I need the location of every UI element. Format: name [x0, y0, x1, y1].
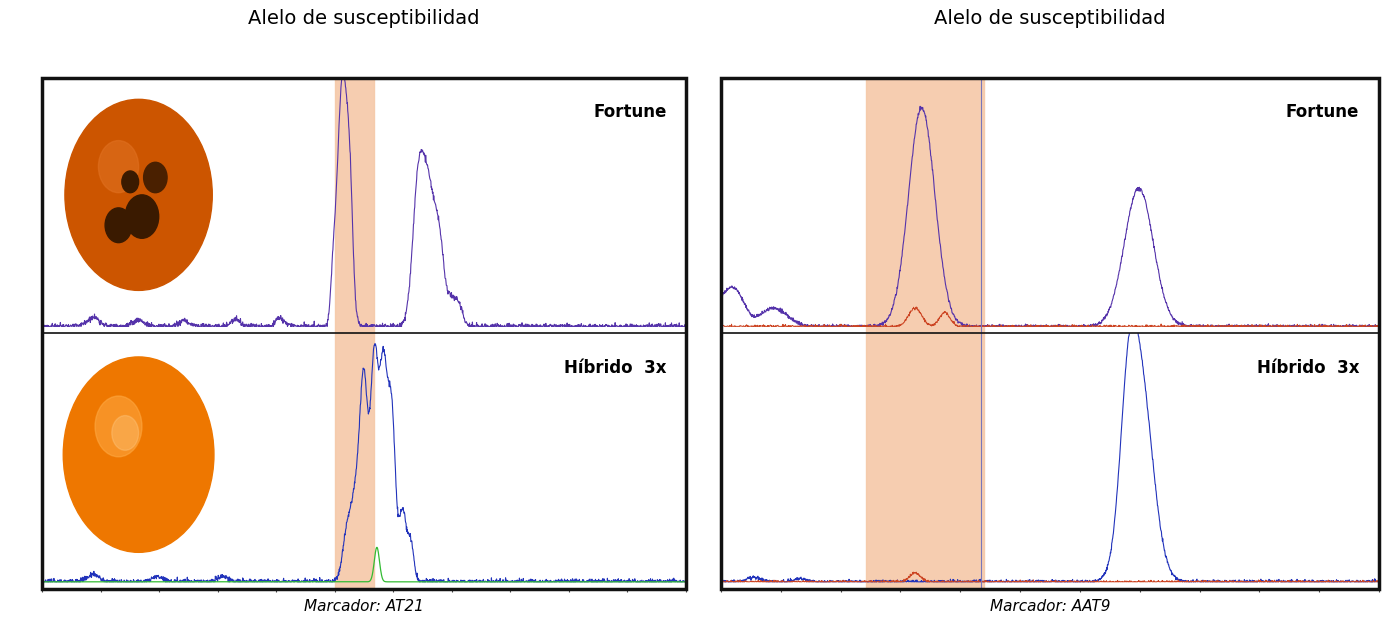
- Text: Marcador: AAT9: Marcador: AAT9: [990, 599, 1110, 614]
- Bar: [335, 78, 374, 333]
- Text: Híbrido  3x: Híbrido 3x: [1257, 359, 1359, 377]
- Text: Fortune: Fortune: [1285, 103, 1359, 121]
- Bar: [335, 333, 374, 589]
- Text: Alelo de susceptibilidad: Alelo de susceptibilidad: [248, 9, 480, 28]
- Text: Híbrido  3x: Híbrido 3x: [564, 359, 666, 377]
- Text: Fortune: Fortune: [594, 103, 666, 121]
- Bar: [865, 78, 984, 333]
- Bar: [865, 333, 984, 589]
- Text: Marcador: AT21: Marcador: AT21: [304, 599, 424, 614]
- Text: Alelo de susceptibilidad: Alelo de susceptibilidad: [934, 9, 1166, 28]
